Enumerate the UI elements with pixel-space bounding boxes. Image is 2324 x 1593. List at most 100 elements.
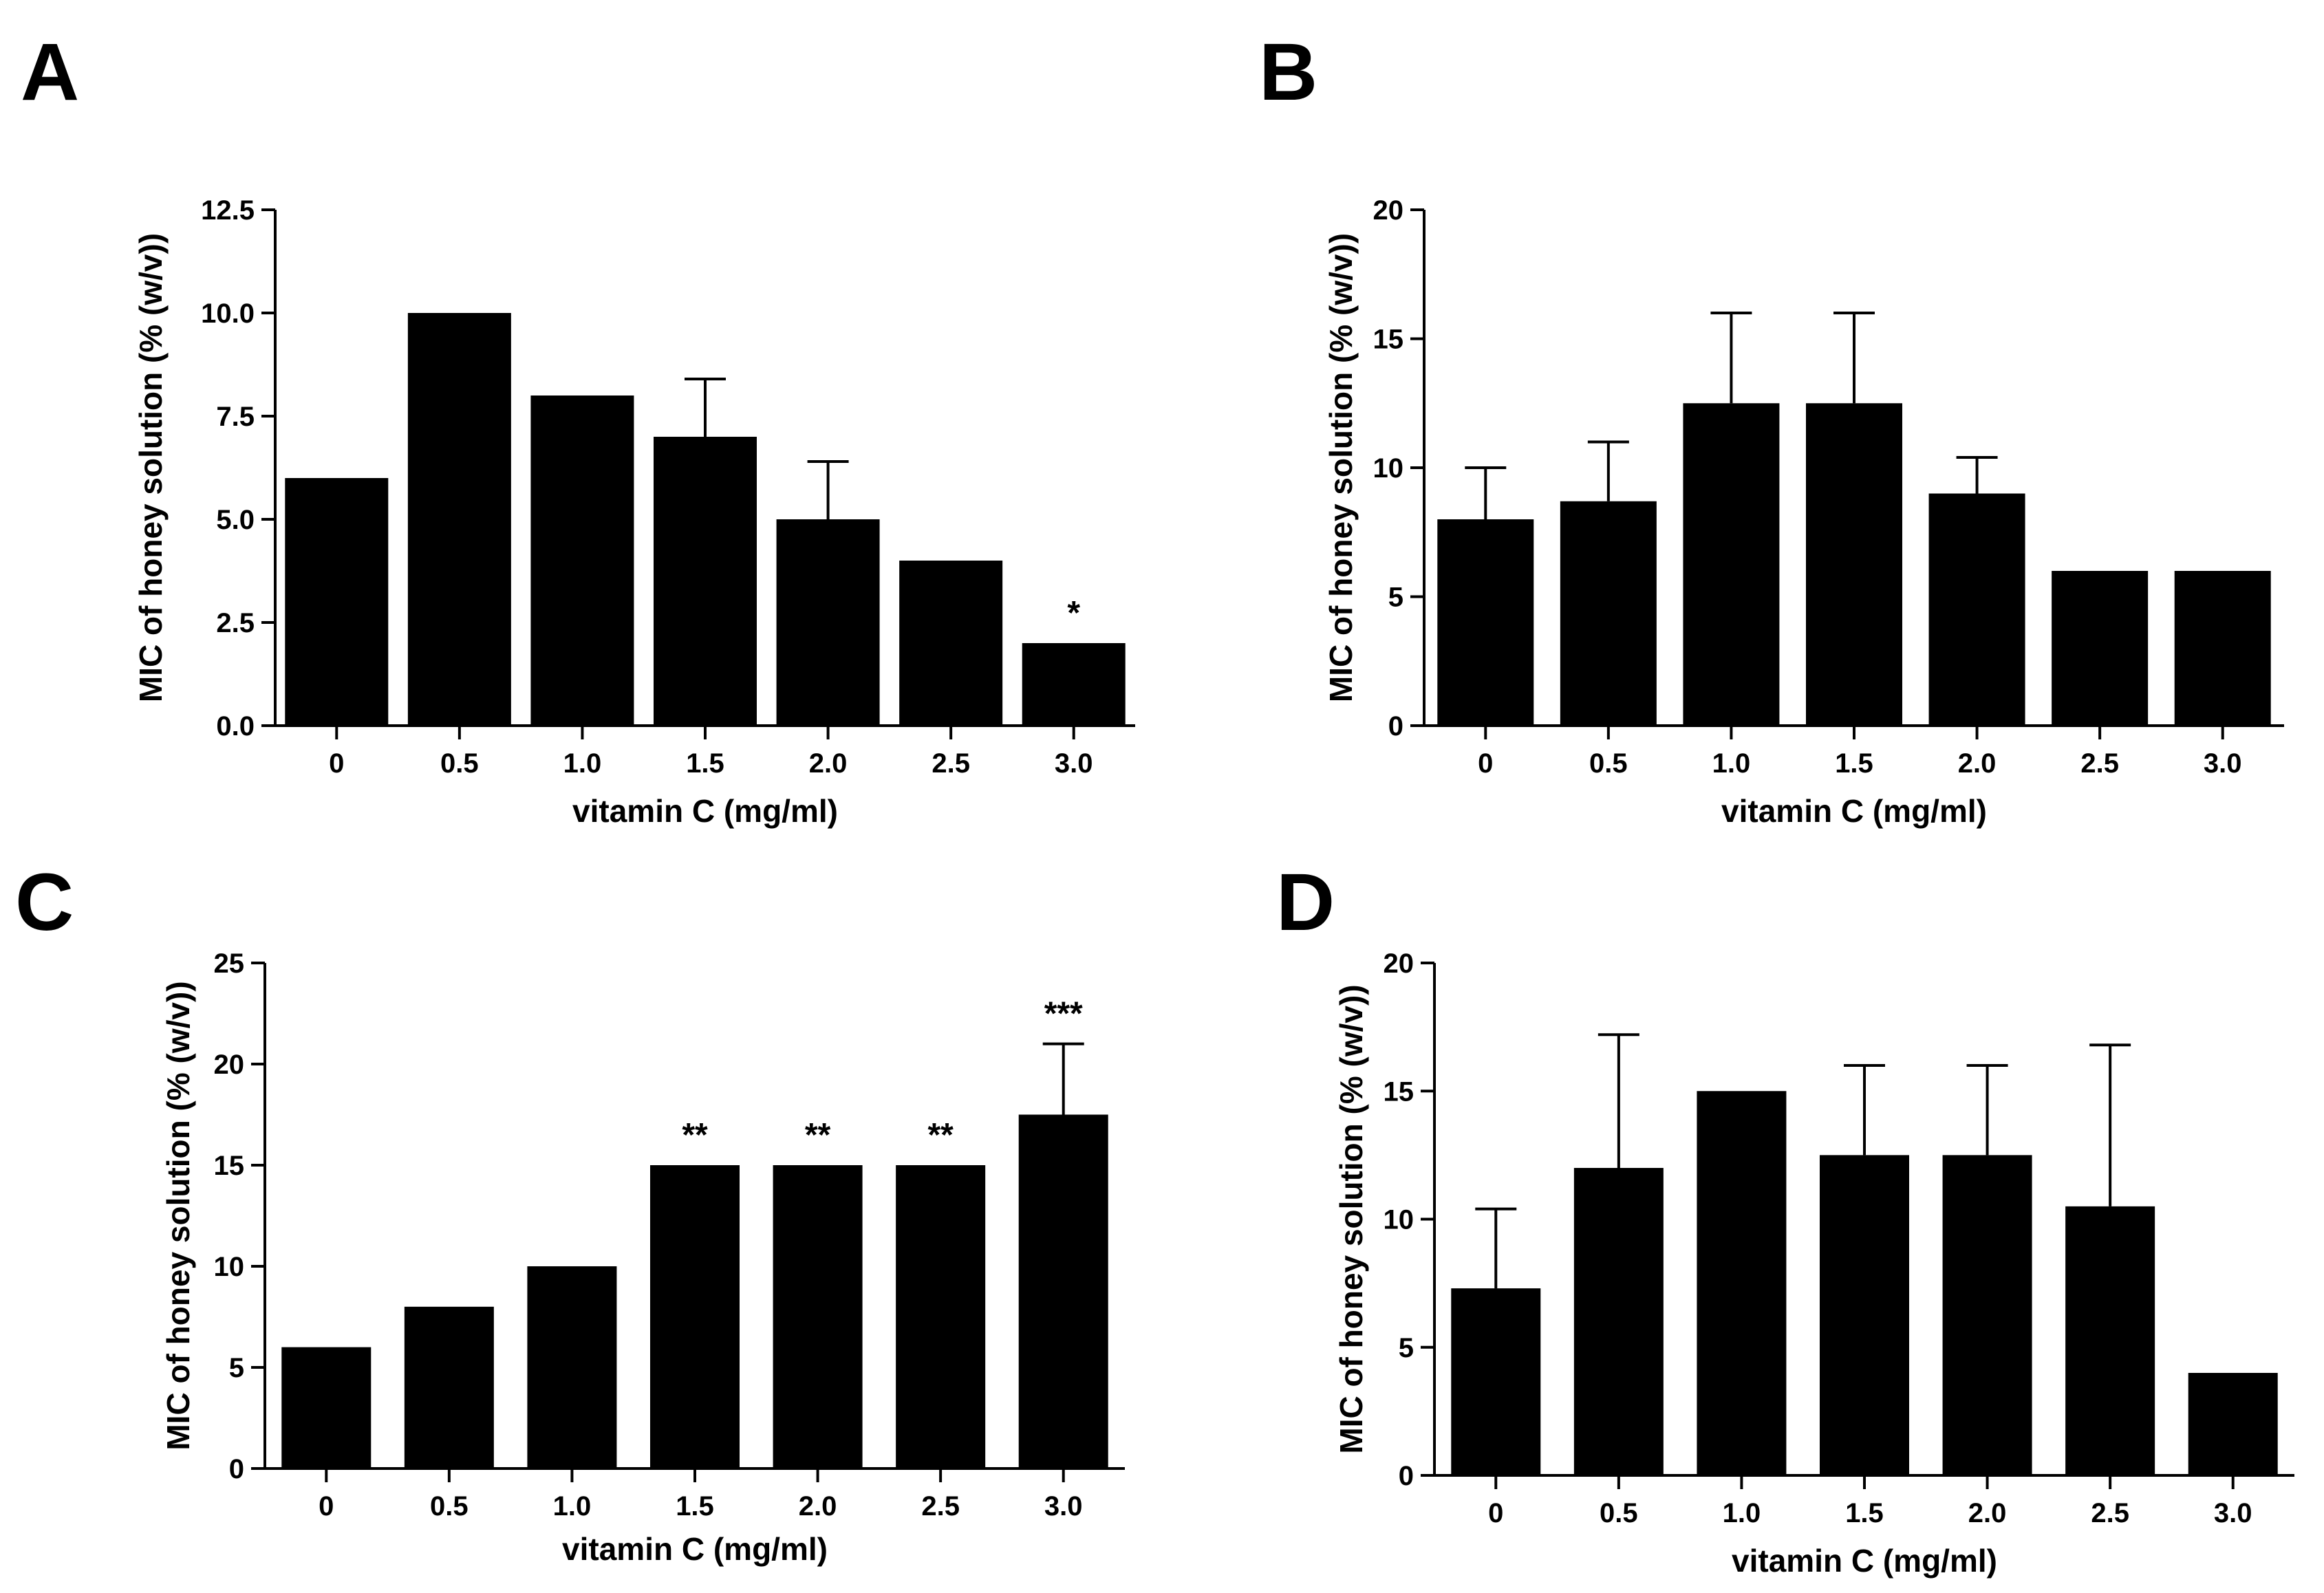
y-axis-title-d: MIC of honey solution (% (w/v)): [1333, 984, 1369, 1453]
chart-a: 0.0 2.5 5.0 7.5 10.0 12.5 0 0.5 1.0 1.5 2.0 2.5 3.0 *…: [133, 195, 1135, 829]
y-tick-label-d: 15: [1384, 1076, 1414, 1107]
y-tick-label-b: 5: [1388, 583, 1403, 613]
x-tick-label-d: 2.5: [2091, 1498, 2129, 1528]
x-tick-label-a: 0: [329, 748, 344, 779]
bar-a: [285, 478, 389, 726]
bar-d: [1697, 1091, 1787, 1475]
x-tick-label-c: 2.0: [799, 1491, 837, 1521]
bar-a: [899, 561, 1003, 726]
y-tick-label-c: 20: [214, 1050, 245, 1080]
panel-letter-c: C: [15, 857, 74, 948]
x-tick-label-a: 3.0: [1055, 748, 1093, 779]
y-tick-label-d: 10: [1384, 1205, 1414, 1235]
panel-letter-d: D: [1276, 857, 1335, 948]
x-axis-title-a: vitamin C (mg/ml): [572, 793, 838, 829]
x-tick-label-a: 0.5: [440, 748, 479, 779]
chart-c: 0 5 10 15 20 25 0 0.5 1.0 1.5 ** 2.0 ** 2.5 ** 3.0 *** vi…: [160, 949, 1125, 1567]
y-tick-label-d: 5: [1399, 1333, 1414, 1363]
x-axis-title-b: vitamin C (mg/ml): [1721, 793, 1987, 829]
bar-b: [2052, 571, 2149, 726]
bar-a: [654, 437, 757, 726]
bar-d: [2065, 1206, 2155, 1475]
bar-d: [1820, 1155, 1909, 1475]
y-axis-title-b: MIC of honey solution (% (w/v)): [1323, 233, 1359, 702]
bar-b: [1806, 403, 1902, 726]
x-tick-label-a: 2.0: [809, 748, 848, 779]
significance-label-a: *: [1067, 595, 1080, 631]
bar-a: [1022, 643, 1126, 726]
x-tick-label-c: 0.5: [430, 1491, 469, 1521]
x-tick-label-a: 1.5: [686, 748, 724, 779]
x-tick-label-d: 0.5: [1600, 1498, 1638, 1528]
y-tick-label-b: 20: [1373, 195, 1404, 226]
bar-b: [1437, 519, 1534, 726]
chart-d: 0 5 10 15 20 0 0.5 1.0 1.5 2.0 2.5 3.0 vitamin C (mg…: [1333, 949, 2294, 1579]
y-tick-label-c: 10: [214, 1252, 245, 1282]
panel-c: C 0 5 10 15 20 25 0 0.5 1.0 1.5 ** 2.0 ** 2.5 ** 3.0 ***…: [15, 857, 1125, 1567]
y-tick-label-a: 2.5: [216, 608, 255, 638]
bar-a: [407, 313, 511, 726]
x-tick-label-d: 1.5: [1845, 1498, 1884, 1528]
x-tick-label-d: 2.0: [1968, 1498, 2007, 1528]
bar-a: [530, 395, 634, 726]
bar-c: [1018, 1114, 1108, 1469]
bar-c: [404, 1306, 494, 1469]
bar-c: [527, 1266, 617, 1469]
x-tick-label-b: 2.0: [1958, 748, 1997, 779]
bar-a: [776, 519, 880, 726]
y-tick-label-a: 12.5: [201, 195, 255, 226]
significance-label-c: **: [927, 1117, 954, 1153]
x-axis-title-d: vitamin C (mg/ml): [1732, 1543, 1997, 1579]
y-tick-label-d: 20: [1384, 949, 1414, 979]
y-tick-label-b: 0: [1388, 711, 1403, 741]
y-axis-title-a: MIC of honey solution (% (w/v)): [133, 233, 169, 702]
bar-b: [1683, 403, 1780, 726]
x-axis-title-c: vitamin C (mg/ml): [562, 1531, 828, 1567]
x-tick-label-a: 1.0: [563, 748, 602, 779]
y-tick-label-c: 15: [214, 1151, 245, 1181]
x-tick-label-d: 1.0: [1723, 1498, 1761, 1528]
significance-label-c: ***: [1044, 996, 1083, 1032]
bar-d: [1573, 1168, 1664, 1475]
x-tick-label-c: 3.0: [1044, 1491, 1083, 1521]
bar-b: [1928, 493, 2025, 726]
bar-c: [650, 1165, 740, 1469]
y-tick-label-a: 10.0: [201, 299, 255, 329]
y-tick-label-a: 7.5: [216, 402, 255, 432]
x-tick-label-b: 0: [1478, 748, 1493, 779]
bar-c: [773, 1165, 863, 1469]
bar-d: [2188, 1373, 2278, 1475]
panel-letter-a: A: [21, 27, 79, 118]
x-tick-label-b: 1.5: [1835, 748, 1873, 779]
bar-c: [281, 1347, 372, 1469]
chart-b: 0 5 10 15 20 0 0.5 1.0 1.5 2.0 2.5 3.0 vitamin C (mg…: [1323, 195, 2284, 829]
significance-label-c: **: [682, 1117, 708, 1153]
y-tick-label-c: 5: [229, 1353, 244, 1383]
x-tick-label-b: 1.0: [1712, 748, 1751, 779]
bar-d: [1451, 1288, 1541, 1475]
x-tick-label-b: 0.5: [1589, 748, 1628, 779]
x-tick-label-b: 3.0: [2204, 748, 2242, 779]
y-axis-title-c: MIC of honey solution (% (w/v)): [160, 981, 196, 1450]
y-tick-label-c: 25: [214, 949, 245, 979]
x-tick-label-c: 0: [319, 1491, 334, 1521]
y-tick-label-b: 15: [1373, 325, 1404, 355]
y-tick-label-c: 0: [229, 1454, 244, 1484]
panel-a: A 0.0 2.5 5.0 7.5 10.0 12.5 0 0.5 1.0 1.5 2.0 2.5 3.…: [21, 27, 1135, 829]
panel-d: D 0 5 10 15 20 0 0.5 1.0 1.5 2.0 2.5 3.0 vitamin C (…: [1276, 857, 2294, 1579]
y-tick-label-a: 5.0: [216, 505, 255, 535]
panel-b: B 0 5 10 15 20 0 0.5 1.0 1.5 2.0 2.5 3.0 vitamin C (…: [1259, 27, 2284, 829]
x-tick-label-d: 3.0: [2214, 1498, 2252, 1528]
x-tick-label-c: 1.5: [676, 1491, 714, 1521]
x-tick-label-a: 2.5: [932, 748, 970, 779]
x-tick-label-c: 2.5: [921, 1491, 960, 1521]
bar-b: [2174, 571, 2271, 726]
significance-label-c: **: [805, 1117, 831, 1153]
x-tick-label-d: 0: [1488, 1498, 1503, 1528]
y-tick-label-b: 10: [1373, 453, 1404, 484]
y-tick-label-a: 0.0: [216, 711, 255, 741]
bar-d: [1942, 1155, 2032, 1475]
x-tick-label-b: 2.5: [2080, 748, 2119, 779]
x-tick-label-c: 1.0: [553, 1491, 592, 1521]
